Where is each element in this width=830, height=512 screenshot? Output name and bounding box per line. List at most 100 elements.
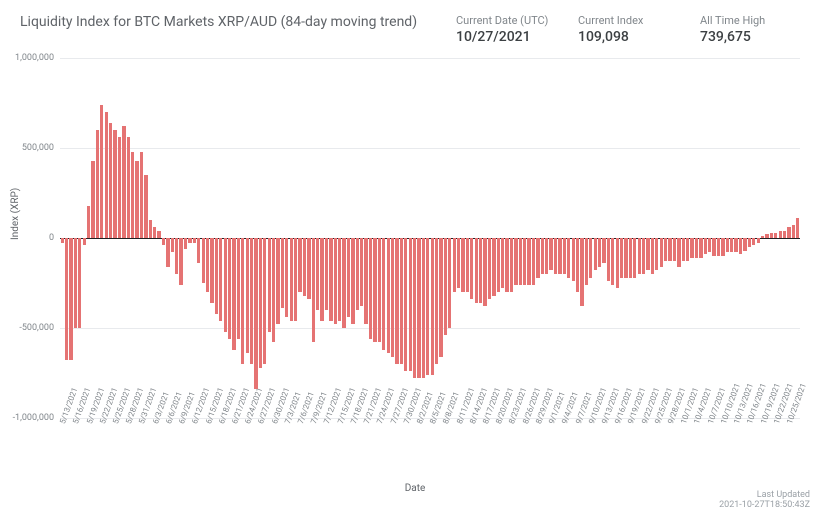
bar (483, 238, 486, 306)
bar (461, 238, 464, 292)
bar (193, 238, 196, 243)
metric-value: 109,098 (578, 29, 688, 45)
bar (369, 238, 372, 339)
bar (690, 238, 693, 258)
bar (730, 238, 733, 252)
bar (532, 238, 535, 285)
bar (149, 220, 152, 238)
bar (373, 238, 376, 342)
bar (118, 137, 121, 238)
bar (197, 238, 200, 263)
bar (334, 238, 337, 324)
bar (572, 238, 575, 281)
bar (708, 238, 711, 252)
bar (527, 238, 530, 285)
bar (796, 218, 799, 238)
bar (219, 238, 222, 321)
bar (554, 238, 557, 274)
bar (122, 126, 125, 238)
bar (761, 236, 764, 238)
bar (752, 238, 755, 245)
last-updated-value: 2021-10-27T18:50:43Z (719, 500, 810, 510)
bar (241, 238, 244, 364)
bar (585, 238, 588, 285)
bar (382, 238, 385, 350)
bar (378, 238, 381, 342)
bar (734, 238, 737, 252)
bar (633, 238, 636, 278)
bar (536, 238, 539, 278)
bar (290, 238, 293, 321)
bar (144, 175, 147, 238)
bar (712, 238, 715, 256)
bar-chart: -1,000,000-500,0000500,0001,000,0005/13/… (60, 58, 800, 418)
bar (594, 238, 597, 270)
bar (668, 238, 671, 261)
bar (232, 238, 235, 350)
bar (792, 225, 795, 238)
bar (140, 152, 143, 238)
bar (431, 238, 434, 375)
bar (549, 238, 552, 270)
bar (153, 227, 156, 238)
bar (523, 238, 526, 285)
metric-label: Current Date (UTC) (456, 14, 566, 27)
bar (748, 238, 751, 247)
bar (100, 105, 103, 238)
bar (91, 161, 94, 238)
bar (246, 238, 249, 353)
bar (655, 238, 658, 270)
bar (620, 238, 623, 278)
bar (699, 238, 702, 258)
bar (501, 238, 504, 288)
bar (400, 238, 403, 364)
bar (514, 238, 517, 285)
bar (409, 238, 412, 371)
bar (162, 238, 165, 245)
bar (624, 238, 627, 278)
bar (61, 238, 64, 243)
bar (87, 206, 90, 238)
bar (541, 238, 544, 274)
bar (356, 238, 359, 310)
bar (83, 238, 86, 245)
bar (347, 238, 350, 317)
bar (210, 238, 213, 303)
bar (69, 238, 72, 360)
bar (682, 238, 685, 261)
bar (660, 238, 663, 267)
bar (510, 238, 513, 292)
bar (726, 238, 729, 252)
bar (237, 238, 240, 339)
bar (479, 238, 482, 303)
bar (276, 238, 279, 324)
bar (743, 238, 746, 251)
bar (307, 238, 310, 299)
bar (629, 238, 632, 278)
bar (470, 238, 473, 299)
bar (166, 238, 169, 267)
bar (497, 238, 500, 292)
bar (325, 238, 328, 310)
bar (298, 238, 301, 292)
y-tick-label: 500,000 (22, 143, 60, 153)
bar (364, 238, 367, 324)
bar (576, 238, 579, 292)
bar (342, 238, 345, 328)
bar (224, 238, 227, 332)
bar (250, 238, 253, 364)
bar (439, 238, 442, 357)
bar (642, 238, 645, 274)
bar (664, 238, 667, 261)
bar (131, 152, 134, 238)
bar (616, 238, 619, 288)
bar (770, 233, 773, 238)
bar (404, 238, 407, 371)
bar (202, 238, 205, 283)
bar (316, 238, 319, 310)
bar (74, 238, 77, 328)
header-bar: Liquidity Index for BTC Markets XRP/AUD … (0, 0, 830, 49)
bar (774, 233, 777, 238)
bar (453, 238, 456, 292)
bar (184, 238, 187, 249)
